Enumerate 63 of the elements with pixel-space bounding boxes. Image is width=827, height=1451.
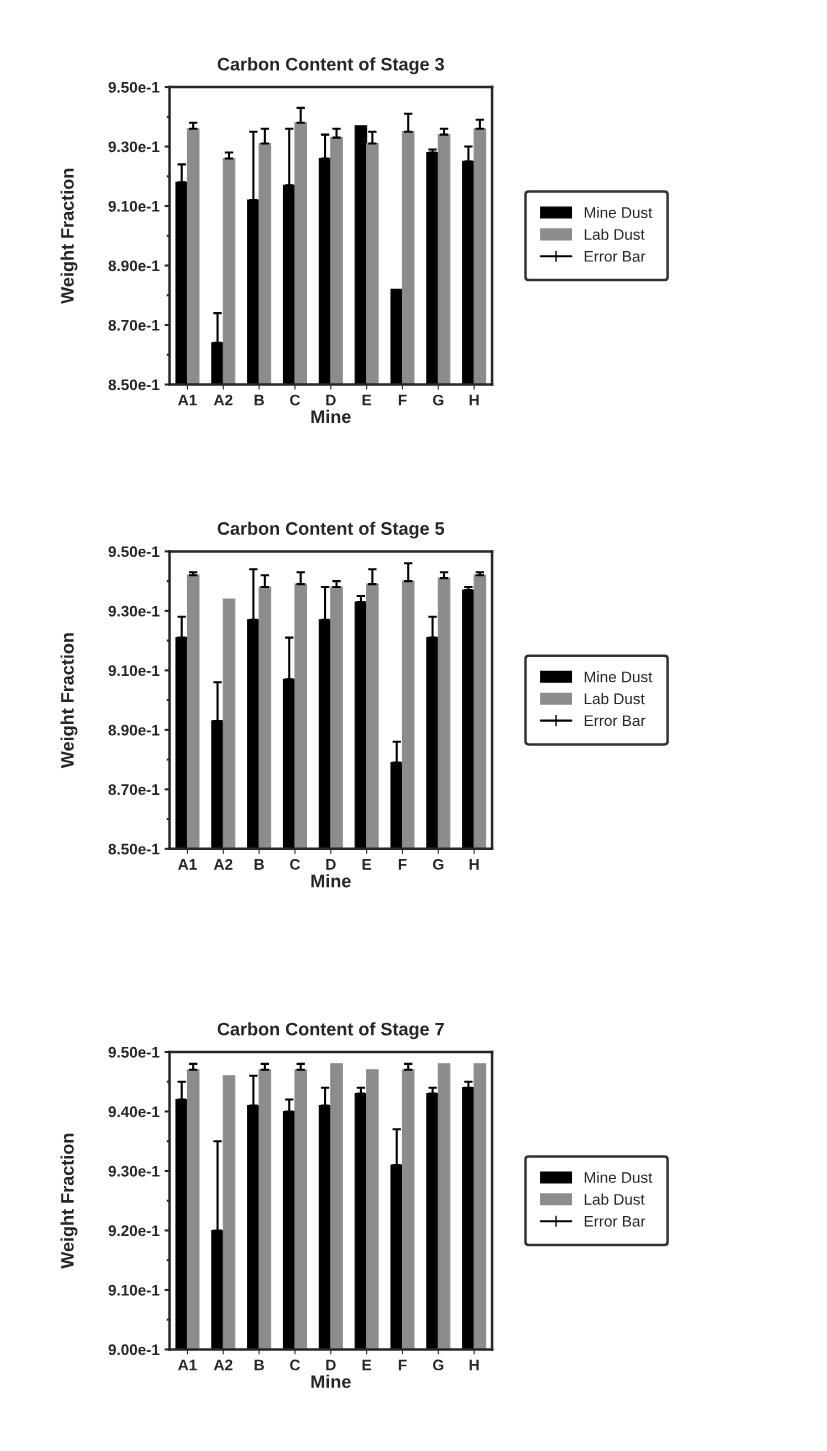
x-axis-title: Mine — [311, 1374, 351, 1389]
x-tick-label: G — [433, 1359, 444, 1371]
chart-title: Carbon Content of Stage 3 — [217, 57, 445, 75]
y-tick-label: 9.40e-1 — [108, 1106, 160, 1118]
x-tick-label: A2 — [213, 1359, 233, 1371]
y-tick-label: 8.50e-1 — [108, 379, 160, 391]
x-tick-label: G — [433, 858, 444, 870]
legend-label: Mine Dust — [584, 671, 653, 683]
y-tick-label: 9.00e-1 — [108, 1344, 160, 1356]
y-tick-label: 8.70e-1 — [108, 319, 160, 331]
x-tick-label: E — [362, 1359, 372, 1371]
text: Error Bar — [584, 251, 646, 262]
x-tick-label: A1 — [178, 394, 197, 406]
x-tick-label: G — [433, 394, 444, 406]
y-tick-label: 8.90e-1 — [108, 260, 160, 272]
x-axis-title: Mine — [311, 409, 351, 424]
y-tick-label: 9.20e-1 — [108, 1225, 160, 1237]
x-tick-label: D — [326, 394, 336, 406]
legend-label: Lab Dust — [584, 1193, 645, 1205]
x-tick-label: D — [326, 1359, 336, 1371]
y-axis-title: Weight Fraction — [60, 1133, 78, 1269]
y-axis-title: Weight Fraction — [60, 633, 78, 769]
y-tick-label: 9.30e-1 — [108, 141, 160, 153]
x-tick-label: H — [469, 1359, 479, 1371]
y-tick-label: 9.10e-1 — [108, 665, 160, 677]
text: Error Bar — [584, 1216, 646, 1227]
y-axis-title: Weight Fraction — [60, 168, 78, 304]
legend-label: Mine Dust — [584, 1171, 653, 1183]
x-tick-label: H — [469, 859, 479, 870]
x-tick-label: D — [326, 859, 336, 870]
y-tick-label: 9.10e-1 — [108, 200, 160, 212]
legend-label: Lab Dust — [584, 228, 645, 240]
x-tick-label: F — [398, 394, 407, 406]
x-tick-label: B — [254, 394, 264, 406]
y-tick-label: 9.50e-1 — [108, 1046, 160, 1058]
legend-label: Lab Dust — [584, 692, 645, 705]
x-tick-label: A1 — [178, 859, 197, 870]
x-tick-label: E — [362, 859, 372, 870]
x-tick-label: H — [469, 394, 479, 406]
x-tick-label: F — [398, 1359, 407, 1371]
y-tick-label: 9.50e-1 — [108, 81, 160, 93]
x-tick-label: C — [290, 858, 301, 870]
x-tick-label: B — [254, 859, 264, 870]
x-tick-label: A2 — [213, 858, 233, 870]
x-tick-label: A1 — [178, 1359, 197, 1371]
y-tick-label: 9.30e-1 — [108, 1165, 160, 1177]
y-tick-label: 8.70e-1 — [108, 784, 160, 796]
chart-title: Carbon Content of Stage 5 — [217, 521, 445, 539]
x-tick-label: A2 — [213, 394, 233, 406]
chart-title: Carbon Content of Stage 7 — [217, 1022, 444, 1040]
y-tick-label: 9.30e-1 — [108, 605, 160, 617]
legend-label: Mine Dust — [584, 206, 653, 219]
text: Error Bar — [584, 715, 646, 727]
x-tick-label: F — [398, 859, 407, 870]
y-tick-label: 9.50e-1 — [108, 546, 160, 558]
x-axis-title: Mine — [311, 874, 351, 888]
y-tick-label: 9.10e-1 — [108, 1284, 160, 1296]
x-tick-label: B — [254, 1359, 264, 1371]
x-tick-label: C — [290, 1359, 301, 1371]
x-tick-label: E — [362, 394, 372, 406]
x-tick-label: C — [290, 394, 301, 406]
y-tick-label: 8.50e-1 — [108, 843, 160, 855]
y-tick-label: 8.90e-1 — [108, 724, 160, 736]
